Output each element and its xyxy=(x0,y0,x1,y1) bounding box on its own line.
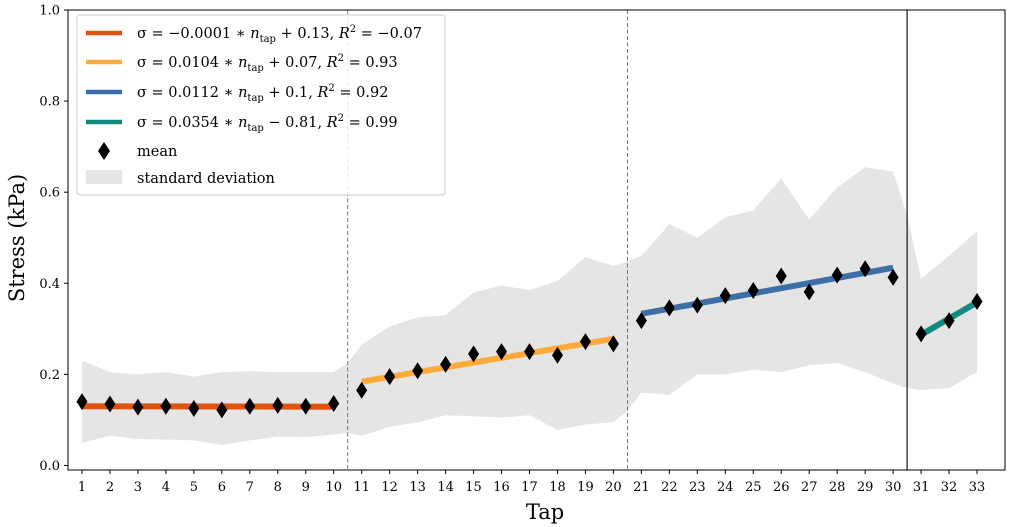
mean-point xyxy=(635,312,647,330)
mean-point xyxy=(76,393,88,411)
mean-point xyxy=(412,362,424,380)
legend: σ = −0.0001 ∗ ntap + 0.13, R2 = −0.07 σ … xyxy=(76,14,446,196)
legend-label-mean: mean xyxy=(137,144,177,160)
mean-point xyxy=(468,345,480,363)
mean-point xyxy=(244,397,256,415)
x-tick-label: 23 xyxy=(689,480,706,495)
mean-point xyxy=(775,267,787,285)
x-tick-label: 18 xyxy=(549,480,566,495)
axes: 0.00.20.40.60.81.01 2 3 4 5 6 7 8 9 10 11 12 13 14 15 1… xyxy=(39,4,1006,495)
x-tick-label: 22 xyxy=(661,480,678,495)
x-tick-label: 29 xyxy=(857,480,874,495)
y-tick-label: 0.4 xyxy=(39,277,60,292)
x-tick-label: 15 xyxy=(465,480,482,495)
fit-line-3 xyxy=(640,264,894,317)
x-tick-label: 28 xyxy=(829,480,846,495)
mean-point xyxy=(831,266,843,284)
y-tick-label: 0.8 xyxy=(39,95,60,110)
x-tick-label: 13 xyxy=(409,480,426,495)
x-tick-label: 12 xyxy=(381,480,398,495)
mean-point xyxy=(663,299,675,317)
x-tick-label: 4 xyxy=(162,480,170,495)
mean-point xyxy=(328,395,340,413)
x-tick-label: 8 xyxy=(274,480,282,495)
y-tick-label: 0.2 xyxy=(39,368,60,383)
x-tick-label: 31 xyxy=(913,480,930,495)
mean-point xyxy=(188,400,200,418)
x-tick-label: 2 xyxy=(106,480,114,495)
x-tick-label: 20 xyxy=(605,480,622,495)
mean-point xyxy=(272,396,284,414)
y-tick-label: 0.0 xyxy=(39,459,60,474)
mean-point xyxy=(496,343,508,361)
x-axis-label: Tap xyxy=(526,500,564,524)
mean-point xyxy=(384,368,396,386)
mean-point xyxy=(216,401,228,419)
x-tick-label: 5 xyxy=(190,480,198,495)
x-tick-label: 30 xyxy=(885,480,902,495)
legend-label-fit4: σ = 0.0354 ∗ ntap − 0.81, R2 = 0.99 xyxy=(137,113,398,134)
mean-point xyxy=(971,292,983,310)
x-tick-label: 3 xyxy=(134,480,142,495)
mean-point xyxy=(579,333,591,351)
mean-point xyxy=(803,283,815,301)
x-tick-label: 14 xyxy=(437,480,454,495)
x-tick-label: 17 xyxy=(521,480,538,495)
x-tick-label: 25 xyxy=(745,480,762,495)
x-tick-label: 10 xyxy=(325,480,342,495)
x-tick-label: 26 xyxy=(773,480,790,495)
mean-point xyxy=(524,343,536,361)
mean-point xyxy=(943,312,955,330)
plot-frame xyxy=(67,9,1006,471)
mean-point xyxy=(887,268,899,286)
x-tick-label: 9 xyxy=(302,480,310,495)
legend-label-fit2: σ = 0.0104 ∗ ntap + 0.07, R2 = 0.93 xyxy=(137,53,398,74)
std-band-layer xyxy=(82,167,977,445)
x-tick-label: 32 xyxy=(941,480,958,495)
mean-point xyxy=(607,335,619,353)
x-tick-label: 11 xyxy=(353,480,370,495)
legend-label-fit1: σ = −0.0001 ∗ ntap + 0.13, R2 = −0.07 xyxy=(137,24,422,45)
legend-swatch-std xyxy=(86,170,122,184)
mean-point xyxy=(104,395,116,413)
mean-point xyxy=(719,287,731,305)
mean-point xyxy=(747,282,759,300)
mean-point xyxy=(160,397,172,415)
x-tick-label: 33 xyxy=(969,480,986,495)
mean-point xyxy=(300,397,312,415)
mean-point xyxy=(691,296,703,314)
std-band xyxy=(82,167,977,445)
x-tick-label: 16 xyxy=(493,480,510,495)
x-tick-label: 27 xyxy=(801,480,818,495)
mean-point xyxy=(551,346,563,364)
y-tick-label: 0.6 xyxy=(39,186,60,201)
x-tick-label: 7 xyxy=(246,480,254,495)
legend-frame xyxy=(76,14,446,196)
x-tick-label: 1 xyxy=(78,480,86,495)
x-tick-label: 6 xyxy=(218,480,226,495)
segment-dividers xyxy=(347,10,908,470)
legend-swatch-mean xyxy=(98,142,110,160)
y-axis-label: Stress (kPa) xyxy=(5,174,29,302)
fit-line-2 xyxy=(361,335,614,385)
x-tick-label: 21 xyxy=(633,480,650,495)
mean-point xyxy=(915,325,927,343)
mean-point xyxy=(132,398,144,416)
mean-point xyxy=(859,260,871,278)
mean-markers xyxy=(76,260,983,419)
legend-label-std: standard deviation xyxy=(137,171,275,187)
mean-point xyxy=(356,381,368,399)
y-tick-label: 1.0 xyxy=(39,4,60,19)
mean-point xyxy=(440,355,452,373)
legend-label-fit3: σ = 0.0112 ∗ ntap + 0.1, R2 = 0.92 xyxy=(137,83,388,104)
x-tick-label: 24 xyxy=(717,480,734,495)
x-tick-label: 19 xyxy=(577,480,594,495)
